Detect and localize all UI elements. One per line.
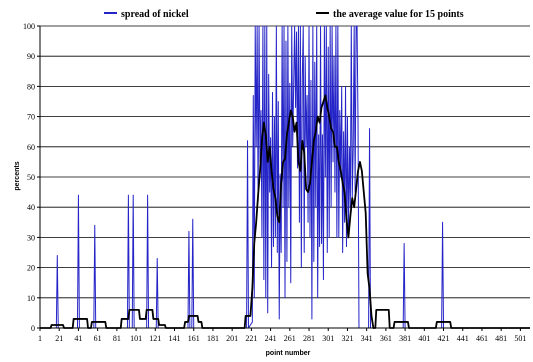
x-tick-label: 121 (149, 334, 161, 343)
y-tick-label: 70 (27, 113, 35, 122)
x-tick-label: 321 (341, 334, 353, 343)
y-tick-label: 20 (27, 264, 35, 273)
y-tick-label: 90 (27, 52, 35, 61)
x-tick-label: 441 (457, 334, 469, 343)
legend-label-spread: spread of nickel (121, 9, 189, 20)
x-tick-label: 181 (207, 334, 219, 343)
x-tick-label: 261 (284, 334, 296, 343)
legend-label-average: the average value for 15 points (333, 9, 464, 20)
x-tick-label: 421 (438, 334, 450, 343)
y-tick-label: 0 (31, 324, 35, 333)
x-tick-label: 161 (188, 334, 200, 343)
legend: spread of nickel the average value for 1… (104, 9, 464, 20)
x-tick-label: 41 (74, 334, 82, 343)
x-tick-label: 201 (226, 334, 238, 343)
x-tick-label: 461 (476, 334, 488, 343)
x-tick-label: 361 (380, 334, 392, 343)
series-layer (40, 25, 530, 329)
x-tick-label: 221 (245, 334, 257, 343)
y-tick-label: 80 (27, 82, 35, 91)
x-tick-label: 341 (361, 334, 373, 343)
y-axis-ticks: 0 10 20 30 40 50 60 70 80 90 100 (23, 22, 40, 333)
x-tick-label: 81 (113, 334, 121, 343)
x-tick-label: 101 (130, 334, 142, 343)
x-axis-title: point number (266, 350, 311, 357)
y-tick-label: 60 (27, 143, 35, 152)
x-tick-label: 1 (38, 334, 42, 343)
y-axis-title: percents (14, 161, 21, 190)
x-tick-label: 141 (169, 334, 181, 343)
series-average-15-points (40, 94, 530, 329)
x-tick-label: 61 (94, 334, 102, 343)
x-tick-label: 21 (55, 334, 63, 343)
x-tick-label: 301 (322, 334, 334, 343)
x-tick-label: 401 (418, 334, 430, 343)
series-spread-of-nickel (40, 25, 530, 329)
x-axis-ticks: 1 21 41 61 81 101 121 141 161 181 201 221 241 261 281 3… (38, 328, 526, 343)
x-tick-label: 281 (303, 334, 315, 343)
y-tick-label: 40 (27, 203, 35, 212)
y-tick-label: 30 (27, 233, 35, 242)
x-tick-label: 481 (495, 334, 507, 343)
y-tick-label: 100 (23, 22, 35, 31)
x-tick-label: 241 (265, 334, 277, 343)
x-tick-label: 501 (514, 334, 526, 343)
x-tick-label: 381 (399, 334, 411, 343)
y-tick-label: 10 (27, 294, 35, 303)
y-tick-label: 50 (27, 173, 35, 182)
